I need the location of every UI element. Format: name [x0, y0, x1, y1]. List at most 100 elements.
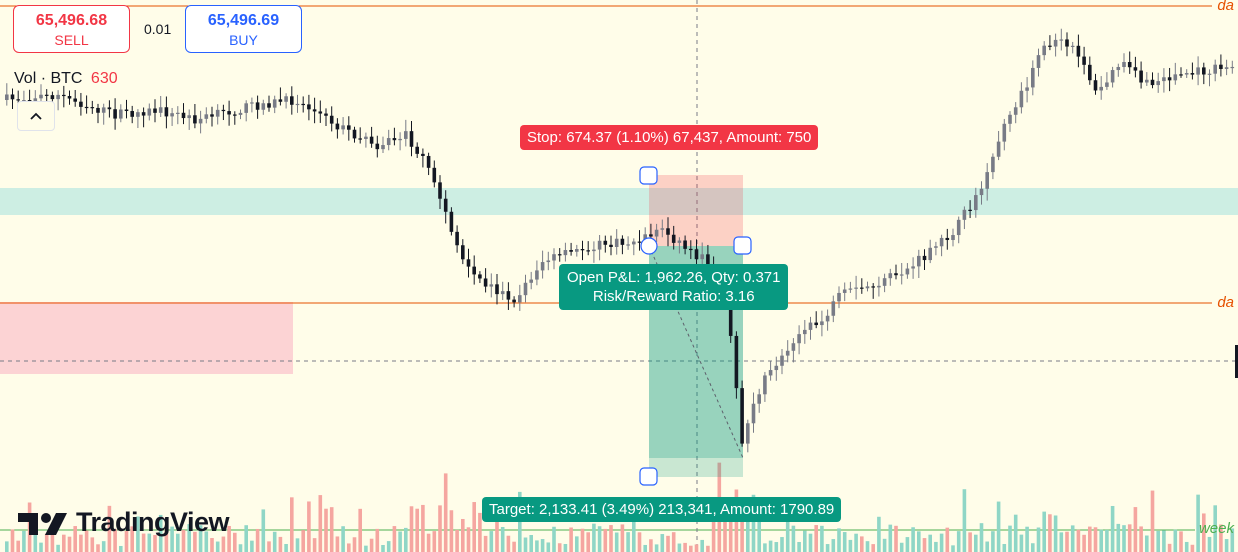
candle-body: [1202, 67, 1206, 75]
candle-body: [1048, 45, 1052, 47]
target-handle[interactable]: [639, 467, 658, 486]
volume-bar: [1127, 524, 1132, 552]
candle-body: [187, 115, 191, 119]
volume-bar: [700, 539, 704, 552]
candle-body: [478, 274, 482, 279]
stop-handle[interactable]: [639, 166, 658, 185]
candle-body: [500, 291, 505, 295]
volume-bar: [193, 531, 197, 552]
volume-bar: [261, 509, 266, 552]
entry-handle[interactable]: [640, 237, 658, 255]
candle-body: [746, 423, 750, 444]
volume-bar: [951, 545, 955, 552]
sell-button[interactable]: 65,496.68 SELL: [13, 5, 130, 53]
volume-bar: [22, 530, 26, 552]
candle-body: [734, 335, 739, 389]
volume-bar: [1110, 505, 1115, 552]
volume-bar: [1184, 541, 1189, 552]
volume-bar: [956, 531, 961, 552]
candle-body: [740, 388, 744, 444]
volume-bar: [443, 473, 448, 552]
volume-bar: [381, 545, 385, 552]
volume-legend-value: 630: [90, 70, 118, 87]
volume-bar: [204, 531, 209, 552]
volume-bar: [312, 538, 317, 552]
volume-bar: [96, 544, 100, 552]
volume-bar: [1008, 525, 1012, 552]
candle-body: [153, 108, 157, 113]
volume-bar: [329, 507, 334, 552]
width-handle[interactable]: [733, 236, 752, 255]
candle-body: [210, 114, 214, 117]
volume-bar: [1093, 527, 1098, 552]
volume-bar: [1202, 513, 1206, 552]
candle-body: [1082, 56, 1086, 65]
candle-body: [882, 278, 887, 286]
volume-bar: [170, 526, 174, 552]
volume-bar: [677, 543, 682, 552]
volume-bar: [198, 525, 203, 552]
volume-bar: [1013, 514, 1018, 552]
volume-bar: [917, 531, 921, 552]
candle-body: [56, 94, 60, 100]
volume-bar: [979, 523, 984, 552]
candle-body: [1025, 87, 1029, 91]
volume-bar: [181, 530, 186, 552]
candle-body: [193, 115, 197, 124]
candle-body: [962, 209, 967, 220]
collapse-legend-button[interactable]: [17, 101, 55, 131]
candle-body: [1133, 67, 1138, 71]
volume-bar: [113, 529, 117, 552]
volume-bar: [5, 541, 9, 552]
candle-body: [255, 102, 260, 110]
volume-bar: [347, 543, 351, 552]
volume-bar: [609, 525, 613, 552]
volume-bar: [797, 541, 801, 552]
sell-price: 65,496.68: [35, 12, 108, 29]
stop-zone[interactable]: [649, 175, 743, 246]
volume-bar: [392, 526, 397, 552]
candle-body: [512, 299, 516, 303]
volume-bar: [991, 531, 995, 552]
candle-body: [808, 322, 813, 330]
candle-body: [569, 250, 573, 252]
candle-body: [22, 100, 26, 102]
volume-bar: [506, 535, 511, 552]
volume-bar: [409, 506, 414, 552]
candle-body: [785, 350, 790, 356]
volume-bar: [637, 532, 642, 552]
volume-bar: [307, 501, 311, 552]
candle-body: [489, 284, 494, 287]
volume-bar: [124, 530, 129, 552]
candle-body: [438, 182, 442, 199]
volume-bar: [552, 526, 556, 552]
volume-bar: [614, 532, 619, 552]
volume-bar: [238, 544, 243, 552]
candle-body: [250, 102, 254, 104]
candle-body: [871, 286, 875, 288]
candle-body: [586, 250, 590, 252]
volume-bar: [352, 537, 357, 552]
volume-bar: [1173, 529, 1178, 552]
candle-body: [1008, 114, 1012, 124]
stop-label: Stop: 674.37 (1.10%) 67,437, Amount: 750: [520, 125, 819, 150]
volume-bar: [597, 526, 602, 552]
volume-bar: [820, 525, 824, 552]
volume-bar: [335, 536, 340, 552]
volume-bar: [164, 525, 169, 552]
candle-body: [352, 129, 357, 139]
candle-body: [392, 138, 397, 141]
volume-bar: [842, 532, 847, 552]
volume-bar: [751, 494, 756, 552]
volume-bar: [803, 530, 807, 552]
volume-bar: [985, 541, 989, 552]
right-label-bottom: week: [1198, 520, 1234, 537]
volume-bar: [250, 540, 254, 552]
candle-body: [979, 188, 984, 196]
volume-bar: [774, 542, 779, 552]
candle-body: [751, 403, 756, 424]
candle-body: [364, 136, 368, 139]
buy-button[interactable]: 65,496.69 BUY: [185, 5, 302, 53]
volume-bar: [364, 545, 368, 552]
volume-bar: [1213, 505, 1217, 552]
